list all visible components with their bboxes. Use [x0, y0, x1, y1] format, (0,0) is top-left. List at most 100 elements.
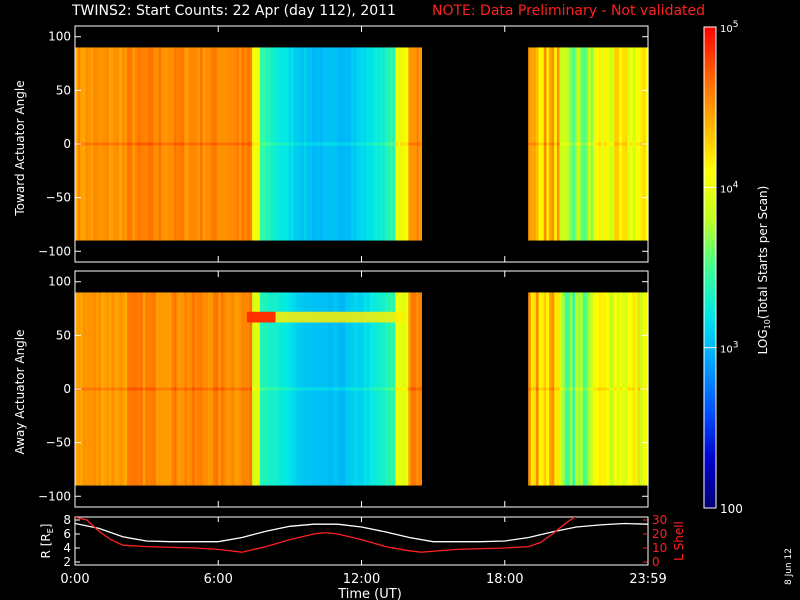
toward-heatmap-zero-band: [629, 142, 633, 146]
time-tick-label: 18:00: [486, 572, 523, 587]
toward-heatmap-zero-band: [249, 142, 253, 146]
away-heatmap-zero-band: [218, 387, 222, 391]
away-heatmap-zero-band: [111, 387, 115, 391]
away-heatmap-zero-band: [259, 387, 264, 391]
toward-heatmap-zero-band: [114, 142, 118, 146]
away-heatmap-zero-band: [254, 387, 258, 391]
away-heatmap-zero-band: [158, 387, 162, 391]
away-heatmap-zero-band: [345, 387, 350, 391]
toward-heatmap-zero-band: [564, 142, 568, 146]
toward-heatmap-zero-band: [129, 142, 133, 146]
toward-heatmap-zero-band: [252, 142, 256, 146]
away-heatmap-zero-band: [564, 387, 568, 391]
toward-heatmap-zero-band: [332, 142, 337, 146]
away-heatmap-zero-band: [572, 387, 576, 391]
toward-heatmap-zero-band: [312, 142, 316, 146]
away-heatmap-zero-band: [103, 387, 107, 391]
toward-heatmap-zero-band: [395, 142, 399, 146]
away-heatmap-zero-band: [397, 387, 402, 391]
away-heatmap-zero-band: [416, 387, 420, 391]
orbit-right-ytick-label: 20: [652, 527, 667, 541]
toward-heatmap-zero-band: [272, 142, 277, 146]
toward-heatmap-zero-band: [364, 142, 368, 146]
toward-heatmap-zero-band: [285, 142, 290, 146]
toward-ytick-label: −50: [46, 191, 71, 205]
away-heatmap-zero-band: [536, 387, 540, 391]
toward-heatmap-zero-band: [330, 142, 334, 146]
toward-heatmap-zero-band: [236, 142, 240, 146]
toward-heatmap: [75, 47, 649, 241]
away-heatmap-zero-band: [330, 387, 334, 391]
away-ytick-label: −50: [46, 436, 71, 450]
away-heatmap-zero-band: [278, 387, 282, 391]
toward-heatmap-zero-band: [140, 142, 144, 146]
away-heatmap-zero-band: [210, 387, 214, 391]
away-ytick-label: 0: [63, 382, 71, 396]
toward-heatmap-zero-band: [98, 142, 102, 146]
toward-heatmap-zero-band: [530, 142, 534, 146]
away-heatmap-zero-band: [124, 387, 128, 391]
toward-heatmap-zero-band: [608, 142, 613, 146]
away-heatmap-zero-band: [116, 387, 120, 391]
toward-heatmap-zero-band: [226, 142, 230, 146]
toward-heatmap-zero-band: [179, 142, 183, 146]
away-heatmap-zero-band: [88, 387, 92, 391]
toward-heatmap-zero-band: [361, 142, 365, 146]
away-heatmap-zero-band: [236, 387, 240, 391]
toward-heatmap-zero-band: [379, 142, 383, 146]
toward-heatmap-zero-band: [371, 142, 376, 146]
colorbar-gradient: [703, 26, 717, 509]
away-heatmap-zero-band: [246, 387, 251, 391]
away-heatmap-zero-band: [93, 387, 97, 391]
away-heatmap-zero-band: [603, 387, 607, 391]
toward-heatmap-zero-band: [205, 142, 209, 146]
away-heatmap-zero-band: [562, 387, 566, 391]
away-heatmap-zero-band: [400, 387, 404, 391]
away-heatmap-zero-band: [634, 387, 639, 391]
toward-heatmap-zero-band: [189, 142, 193, 146]
toward-heatmap-zero-band: [153, 142, 157, 146]
away-heatmap-zero-band: [137, 387, 141, 391]
toward-heatmap-zero-band: [233, 142, 238, 146]
away-heatmap-zero-band: [119, 387, 123, 391]
away-ytick-label: 100: [48, 275, 71, 289]
toward-heatmap-zero-band: [374, 142, 378, 146]
away-heatmap-zero-band: [582, 387, 587, 391]
orbit-left-ytick-label: 6: [63, 527, 71, 541]
toward-heatmap-zero-band: [127, 142, 131, 146]
away-heatmap-zero-band: [309, 387, 313, 391]
away-heatmap-zero-band: [134, 387, 139, 391]
toward-heatmap-zero-band: [575, 142, 579, 146]
away-heatmap-zero-band: [390, 387, 394, 391]
away-heatmap-zero-band: [632, 387, 636, 391]
toward-heatmap-zero-band: [340, 142, 344, 146]
away-heatmap-zero-band: [283, 387, 287, 391]
away-hot-band: [246, 311, 276, 323]
toward-heatmap-zero-band: [293, 142, 297, 146]
toward-heatmap-zero-band: [306, 142, 310, 146]
toward-heatmap-zero-band: [543, 142, 548, 146]
toward-heatmap-zero-band: [377, 142, 381, 146]
toward-heatmap-zero-band: [239, 142, 243, 146]
away-heatmap-zero-band: [567, 387, 571, 391]
away-heatmap-zero-band: [413, 387, 417, 391]
chart-header: TWINS2: Start Counts: 22 Apr (day 112), …: [0, 3, 800, 23]
toward-heatmap-zero-band: [218, 142, 222, 146]
toward-heatmap-zero-band: [207, 142, 212, 146]
away-heatmap-zero-band: [142, 387, 146, 391]
away-heatmap-zero-band: [163, 387, 167, 391]
away-heatmap-zero-band: [319, 387, 324, 391]
radius-series-line: [75, 522, 648, 543]
away-heatmap-zero-band: [280, 387, 284, 391]
away-heatmap-zero-band: [374, 387, 378, 391]
away-heatmap-zero-band: [82, 387, 87, 391]
orbit-right-ytick-label: 0: [652, 555, 660, 569]
away-heatmap-zero-band: [325, 387, 329, 391]
away-heatmap-zero-band: [554, 387, 558, 391]
toward-heatmap-zero-band: [90, 142, 94, 146]
toward-heatmap-zero-band: [408, 142, 412, 146]
away-heatmap-zero-band: [285, 387, 290, 391]
away-heatmap-zero-band: [387, 387, 391, 391]
toward-heatmap-zero-band: [595, 142, 600, 146]
